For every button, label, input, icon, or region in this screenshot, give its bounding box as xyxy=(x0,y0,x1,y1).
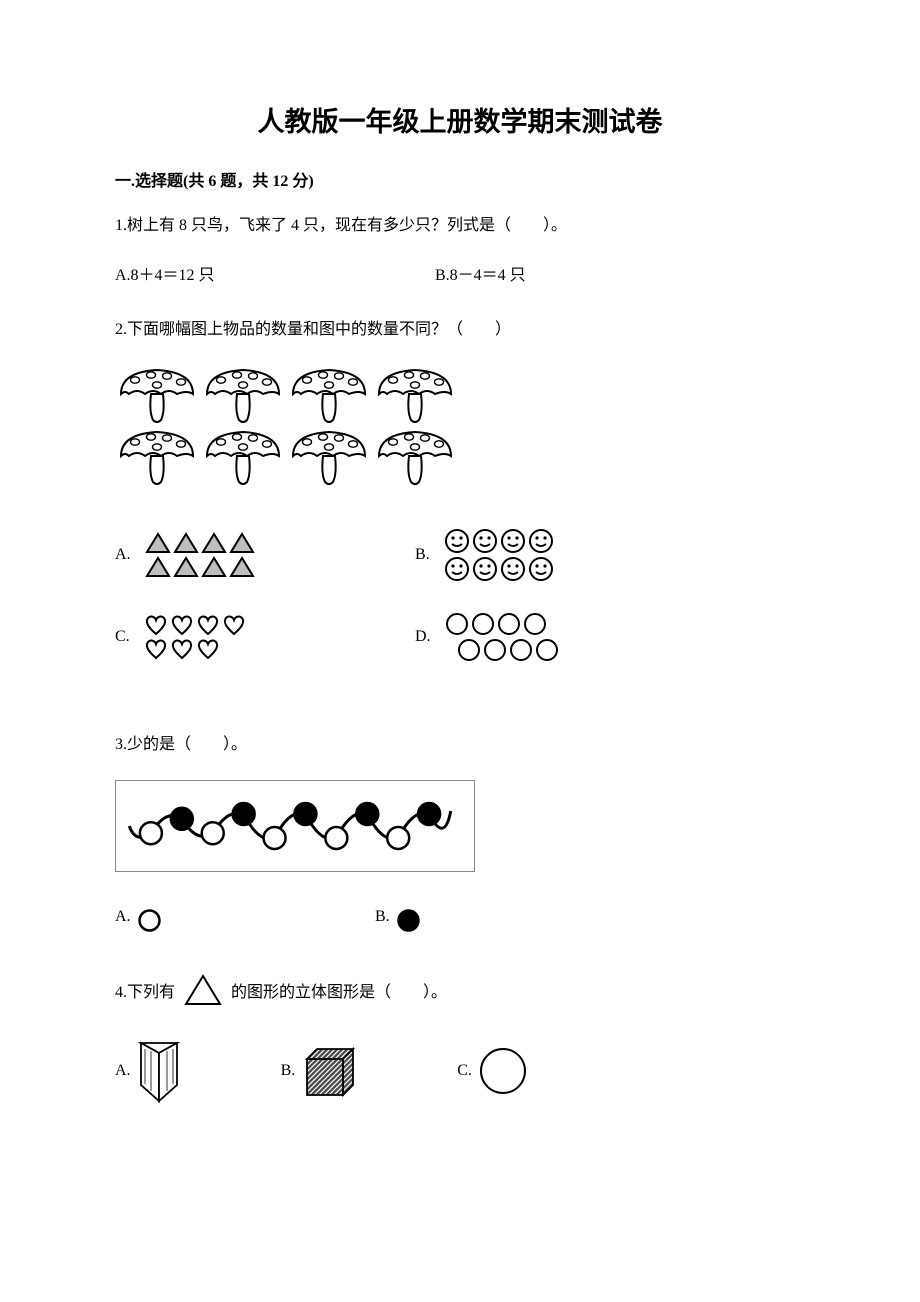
q4-optC-label: C. xyxy=(457,1062,472,1080)
smileys-icon xyxy=(444,528,554,582)
q3-optA-label: A. xyxy=(115,908,131,926)
q4-option-c: C. xyxy=(457,1046,528,1096)
circles-icon xyxy=(445,612,559,662)
q2-text: 2.下面哪幅图上物品的数量和图中的数量不同？（ ） xyxy=(115,317,805,343)
q1-text: 1.树上有 8 只鸟，飞来了 4 只，现在有多少只？列式是（ ）。 xyxy=(115,213,805,239)
q2-option-b: B. xyxy=(415,528,715,582)
q2-options: A. B. xyxy=(115,528,805,692)
mushroom-grid xyxy=(115,364,805,488)
q4-optB-label: B. xyxy=(281,1062,296,1080)
q1-optB-label: B.8－4＝4 只 xyxy=(435,261,526,285)
q4-text: 4.下列有 的图形的立体图形是（ ）。 xyxy=(115,973,805,1007)
q2-optD-label: D. xyxy=(415,628,431,646)
q1-optA-label: A.8＋4＝12 只 xyxy=(115,261,215,285)
q4-option-a: A. xyxy=(115,1037,181,1105)
q1-option-b: B.8－4＝4 只 xyxy=(435,261,526,285)
q3-option-b: B. xyxy=(375,908,635,933)
triangles-icon xyxy=(145,532,255,578)
q4-option-b: B. xyxy=(281,1043,358,1099)
cube-icon xyxy=(301,1043,357,1099)
page-title: 人教版一年级上册数学期末测试卷 xyxy=(115,100,805,139)
q2-option-a: A. xyxy=(115,528,415,582)
q2-option-d: D. xyxy=(415,612,715,662)
q2-optA-label: A. xyxy=(115,546,131,564)
hearts-icon xyxy=(144,614,246,660)
white-bead-icon xyxy=(137,908,162,933)
q3-optB-label: B. xyxy=(375,908,390,926)
beads-diagram xyxy=(115,780,475,872)
section-heading: 一.选择题(共 6 题，共 12 分) xyxy=(115,167,805,191)
q2-optB-label: B. xyxy=(415,546,430,564)
q1-option-a: A.8＋4＝12 只 xyxy=(115,261,395,285)
sphere-icon xyxy=(478,1046,528,1096)
triangle-icon xyxy=(183,973,223,1007)
q4-before: 4.下列有 xyxy=(115,978,175,1002)
q3-options: A. B. xyxy=(115,908,805,933)
q4-optA-label: A. xyxy=(115,1062,131,1080)
prism-icon xyxy=(137,1037,181,1105)
black-bead-icon xyxy=(396,908,421,933)
page: 人教版一年级上册数学期末测试卷 一.选择题(共 6 题，共 12 分) 1.树上… xyxy=(0,0,920,1302)
q3-text: 3.少的是（ ）。 xyxy=(115,732,805,758)
q2-option-c: C. xyxy=(115,612,415,662)
q4-options: A. B. C. xyxy=(115,1037,805,1105)
q4-after: 的图形的立体图形是（ ）。 xyxy=(231,978,447,1002)
q1-options: A.8＋4＝12 只 B.8－4＝4 只 xyxy=(115,261,805,295)
q3-option-a: A. xyxy=(115,908,375,933)
q2-optC-label: C. xyxy=(115,628,130,646)
